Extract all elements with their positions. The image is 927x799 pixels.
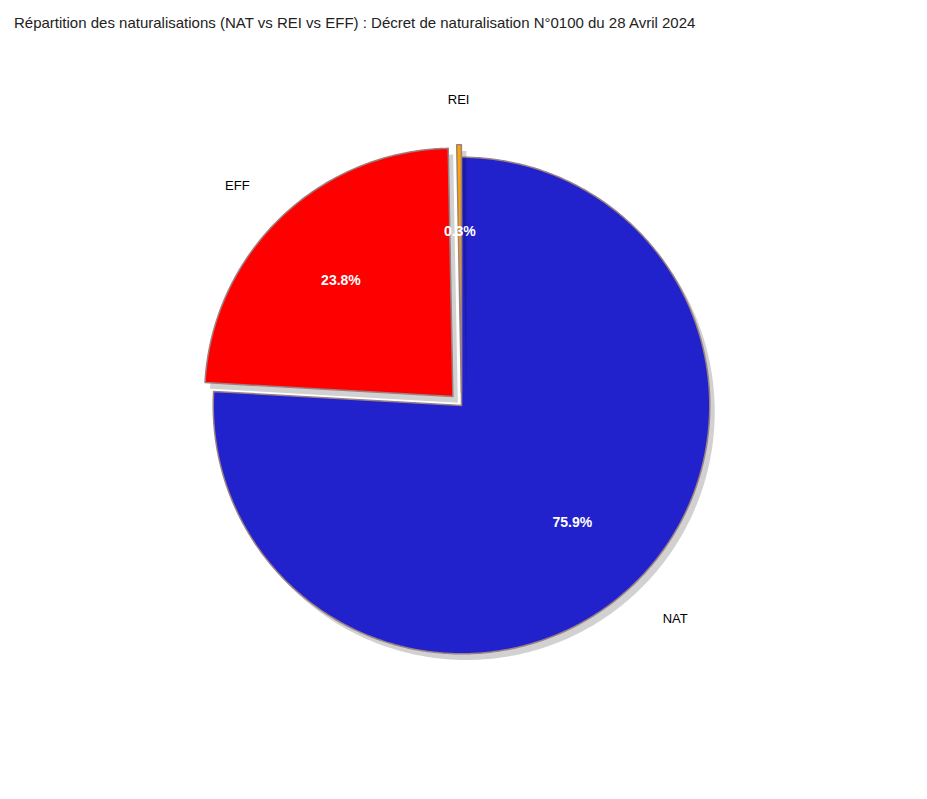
svg-text:75.9%: 75.9% xyxy=(552,514,592,530)
svg-text:0.3%: 0.3% xyxy=(444,223,476,239)
html-text:Répartition des naturalisation: Répartition des naturalisations (NAT vs … xyxy=(14,14,696,31)
svg-text:REI: REI xyxy=(448,92,470,107)
svg-text:NAT: NAT xyxy=(663,611,688,626)
svg-text:23.8%: 23.8% xyxy=(321,272,361,288)
svg-text:EFF: EFF xyxy=(225,178,250,193)
